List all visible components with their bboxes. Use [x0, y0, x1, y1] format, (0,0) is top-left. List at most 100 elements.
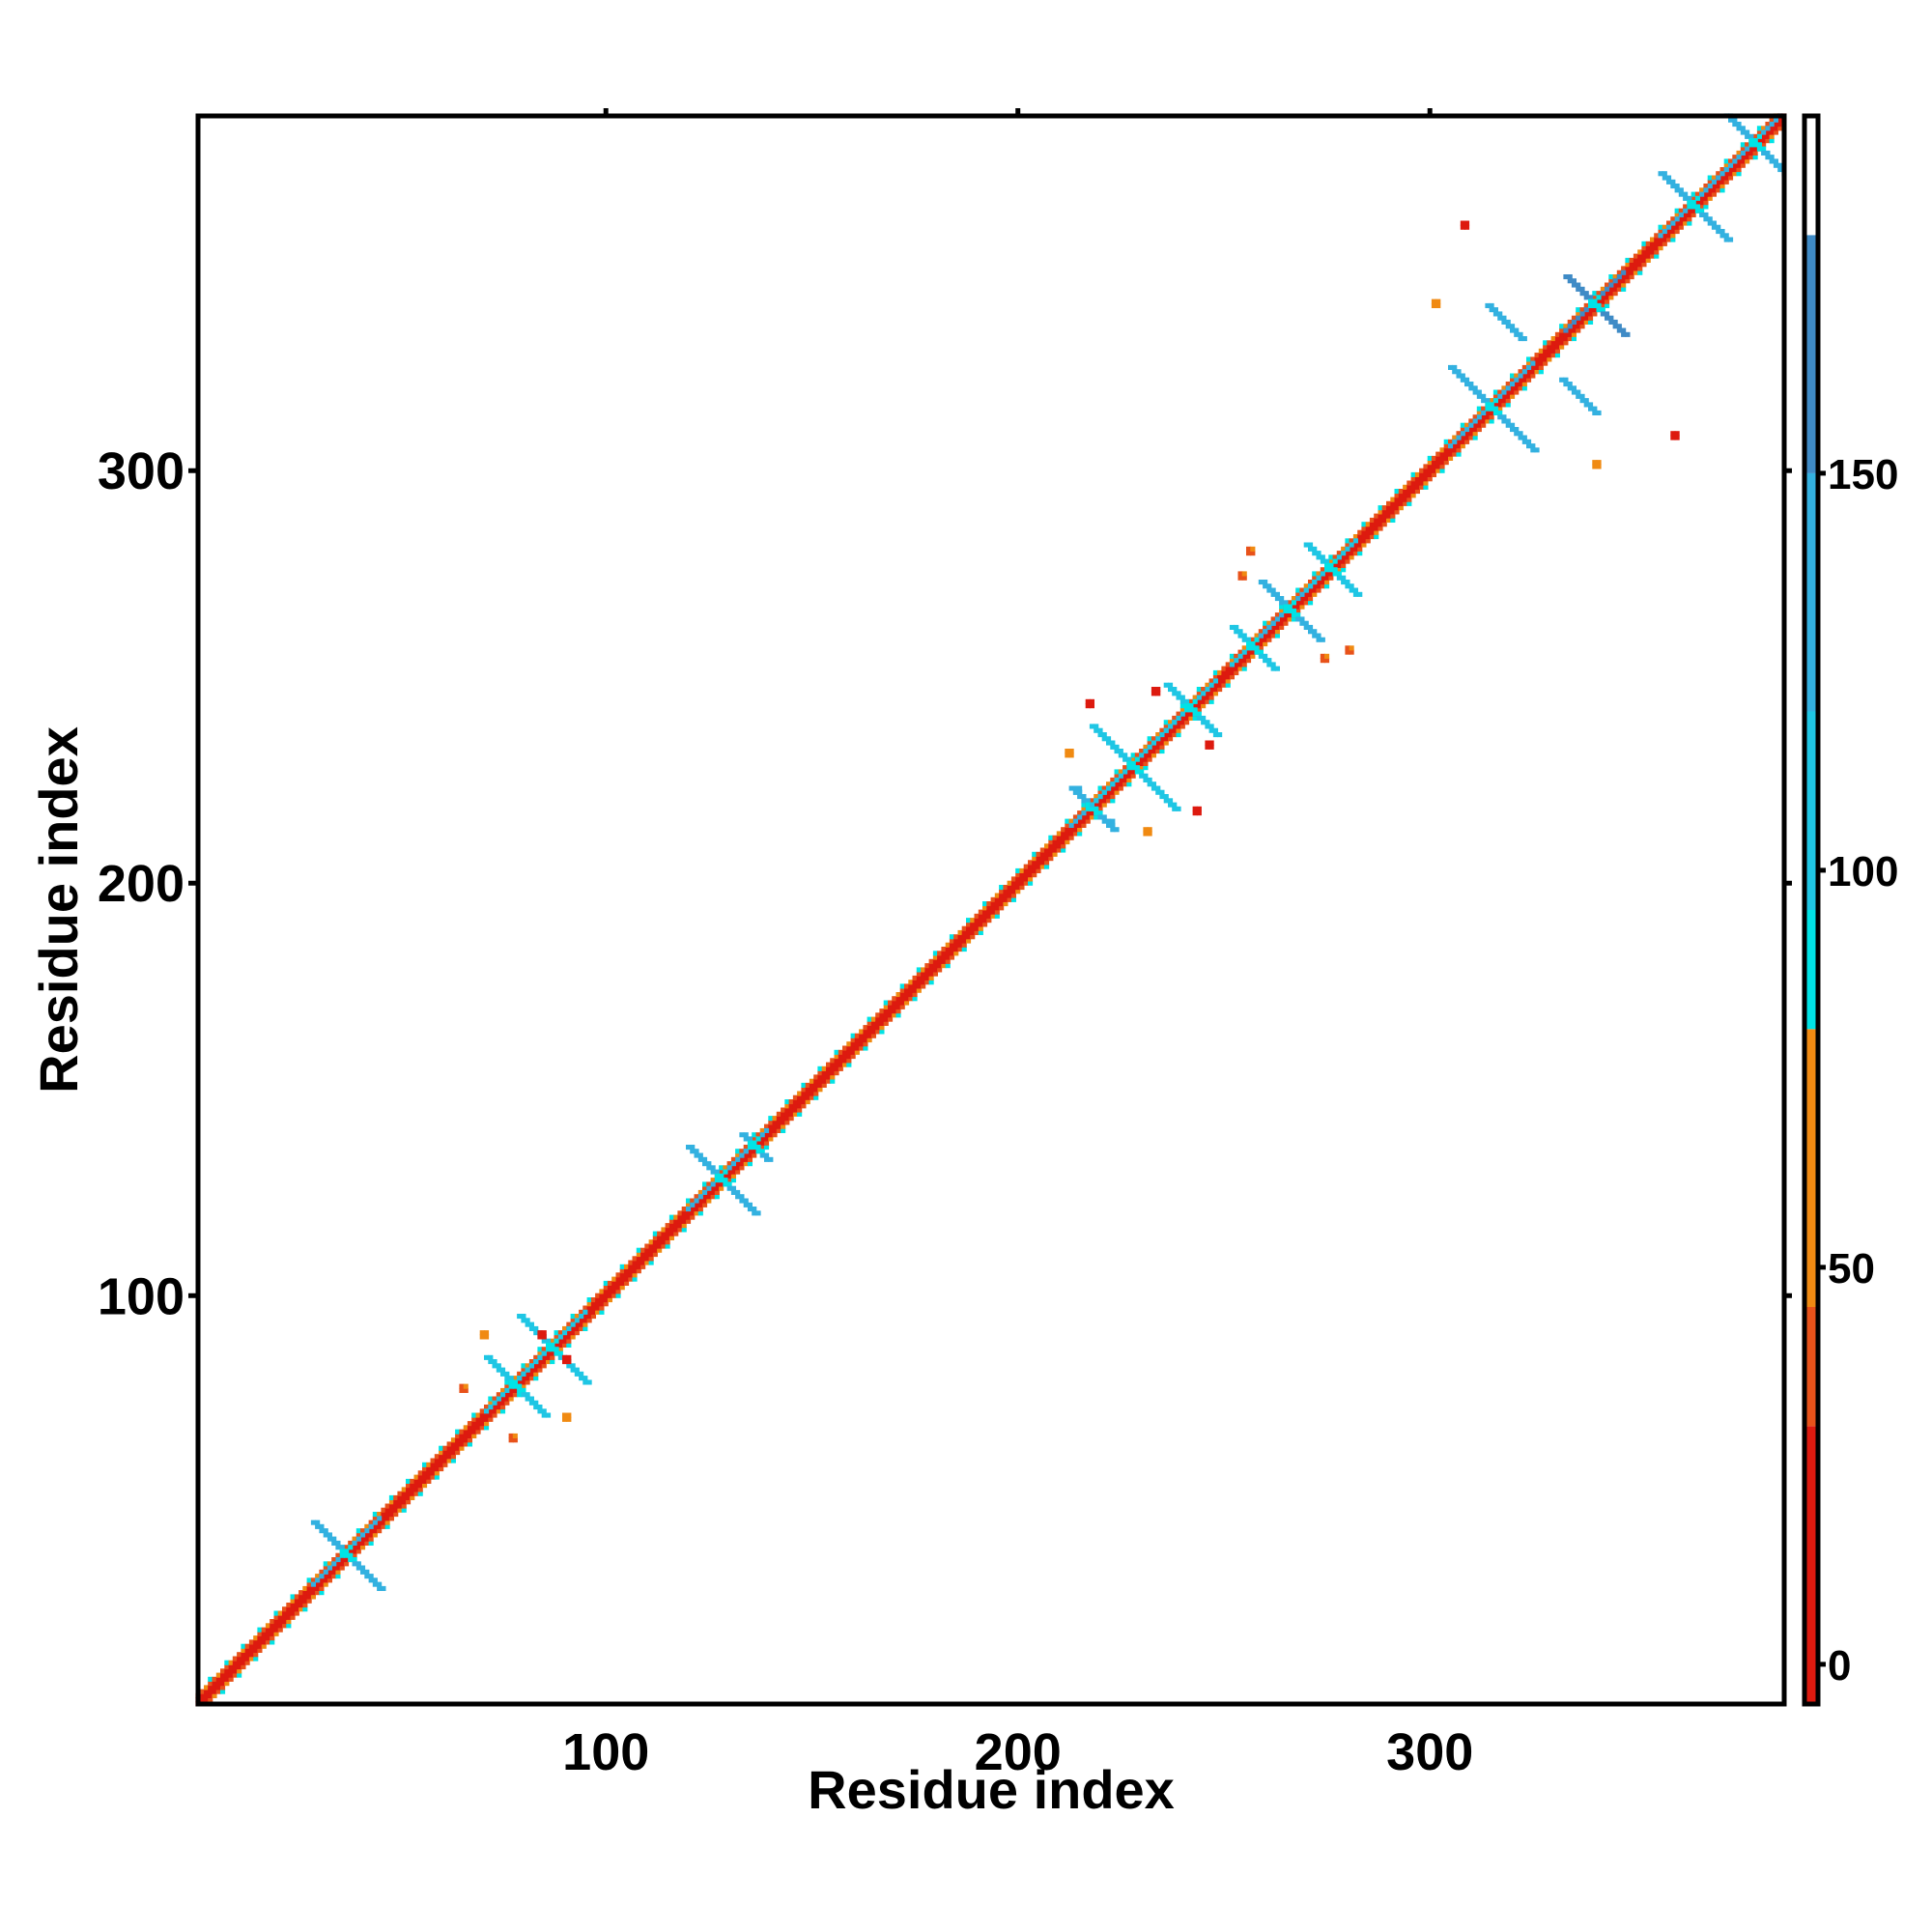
diagonal-cell [1452, 447, 1458, 453]
diagonal-cell [1723, 162, 1729, 168]
diagonal-cell [228, 1664, 234, 1670]
diagonal-cell [554, 1334, 559, 1340]
diagonal-cell [533, 1363, 539, 1369]
diagonal-cell [1452, 435, 1458, 440]
diagonal-cell [916, 987, 922, 993]
diagonal-cell [1719, 187, 1725, 193]
diagonal-cell [792, 1099, 798, 1105]
diagonal-cell [208, 1689, 213, 1694]
diagonal-cell [1324, 583, 1330, 589]
x-motif-cell [739, 1132, 745, 1138]
diagonal-cell [1670, 224, 1676, 230]
y-tick-label: 300 [98, 442, 185, 500]
diagonal-cell [686, 1198, 692, 1204]
diagonal-cell [1274, 633, 1280, 639]
diagonal-cell [586, 1301, 592, 1307]
diagonal-cell [1208, 687, 1214, 693]
contact-patch-cell [1674, 431, 1680, 437]
diagonal-cell [1748, 146, 1754, 152]
colorbar-tick-label: 0 [1828, 1642, 1851, 1690]
diagonal-cell [1250, 653, 1256, 659]
x-motif-cell [1094, 810, 1099, 816]
diagonal-cell [895, 1004, 901, 1009]
diagonal-cell [1234, 666, 1239, 671]
x-motif-cell [1621, 270, 1627, 275]
diagonal-cell [442, 1454, 448, 1460]
diagonal-cell [1201, 703, 1207, 709]
contact-patch-cell [1241, 575, 1247, 581]
diagonal-cell [784, 1111, 790, 1117]
diagonal-cell [1205, 698, 1210, 704]
diagonal-cell [723, 1165, 728, 1171]
diagonal-cell [286, 1610, 292, 1616]
diagonal-cell [854, 1045, 860, 1051]
diagonal-cell [1419, 471, 1425, 477]
diagonal-cell [1761, 142, 1767, 148]
diagonal-cell [500, 1396, 506, 1402]
diagonal-cell [632, 1264, 638, 1269]
diagonal-cell [801, 1094, 807, 1100]
diagonal-cell [1534, 364, 1540, 370]
diagonal-cell [1608, 274, 1614, 280]
diagonal-cell [315, 1574, 321, 1579]
contact-patch-cell [1208, 744, 1214, 750]
strand-contact-cell [1518, 336, 1523, 342]
diagonal-cell [1423, 476, 1429, 482]
diagonal-cell [945, 942, 951, 948]
diagonal-cell [566, 1321, 572, 1327]
diagonal-cell [1246, 658, 1252, 664]
diagonal-cell [360, 1536, 366, 1542]
diagonal-cell [1456, 451, 1462, 457]
diagonal-cell [541, 1359, 547, 1365]
diagonal-cell [1336, 562, 1342, 568]
x-motif-cell [723, 1169, 728, 1175]
x-motif-cell [1497, 393, 1503, 399]
diagonal-cell [537, 1363, 543, 1369]
diagonal-cell [1765, 129, 1771, 135]
diagonal-cell [648, 1260, 654, 1265]
diagonal-cell [1510, 377, 1516, 383]
diagonal-cell [611, 1285, 617, 1291]
diagonal-cell [644, 1247, 650, 1253]
diagonal-cell [1427, 460, 1433, 466]
colorbar-band [1804, 711, 1818, 910]
diagonal-cell [1608, 291, 1614, 297]
diagonal-cell [1666, 237, 1672, 242]
diagonal-cell [1163, 720, 1169, 725]
diagonal-cell [1464, 439, 1470, 444]
diagonal-cell [842, 1062, 848, 1067]
diagonal-cell [928, 971, 934, 977]
diagonal-cell [640, 1256, 646, 1262]
diagonal-cell [945, 954, 951, 960]
diagonal-cell [270, 1627, 275, 1633]
diagonal-cell [1645, 253, 1651, 259]
diagonal-cell [1056, 831, 1062, 837]
diagonal-cell [455, 1433, 461, 1438]
x-motif-cell [1588, 295, 1594, 300]
diagonal-cell [990, 909, 996, 915]
diagonal-cell [1427, 455, 1433, 461]
diagonal-cell [484, 1425, 490, 1431]
diagonal-cell [1007, 889, 1012, 895]
diagonal-cell [1374, 526, 1379, 531]
x-motif-cell [1258, 580, 1264, 585]
diagonal-cell [999, 896, 1005, 902]
diagonal-cell [1443, 451, 1449, 457]
x-motif-cell [1530, 447, 1536, 453]
diagonal-cell [821, 1070, 827, 1076]
diagonal-cell [1658, 245, 1663, 251]
x-motif-cell [508, 1379, 514, 1385]
x-motif-cell [1748, 142, 1754, 148]
x-motif-cell [1241, 637, 1247, 642]
x-motif-cell [1332, 567, 1338, 573]
diagonal-cell [1208, 691, 1214, 696]
x-motif-cell [537, 1405, 543, 1410]
diagonal-cell [270, 1635, 275, 1641]
x-motif-cell [1625, 331, 1631, 337]
diagonal-cell [830, 1058, 836, 1064]
diagonal-cell [892, 1012, 897, 1018]
x-motif-cell [1258, 653, 1264, 659]
diagonal-cell [372, 1523, 378, 1529]
diagonal-cell [1122, 765, 1128, 771]
diagonal-cell [924, 980, 930, 985]
